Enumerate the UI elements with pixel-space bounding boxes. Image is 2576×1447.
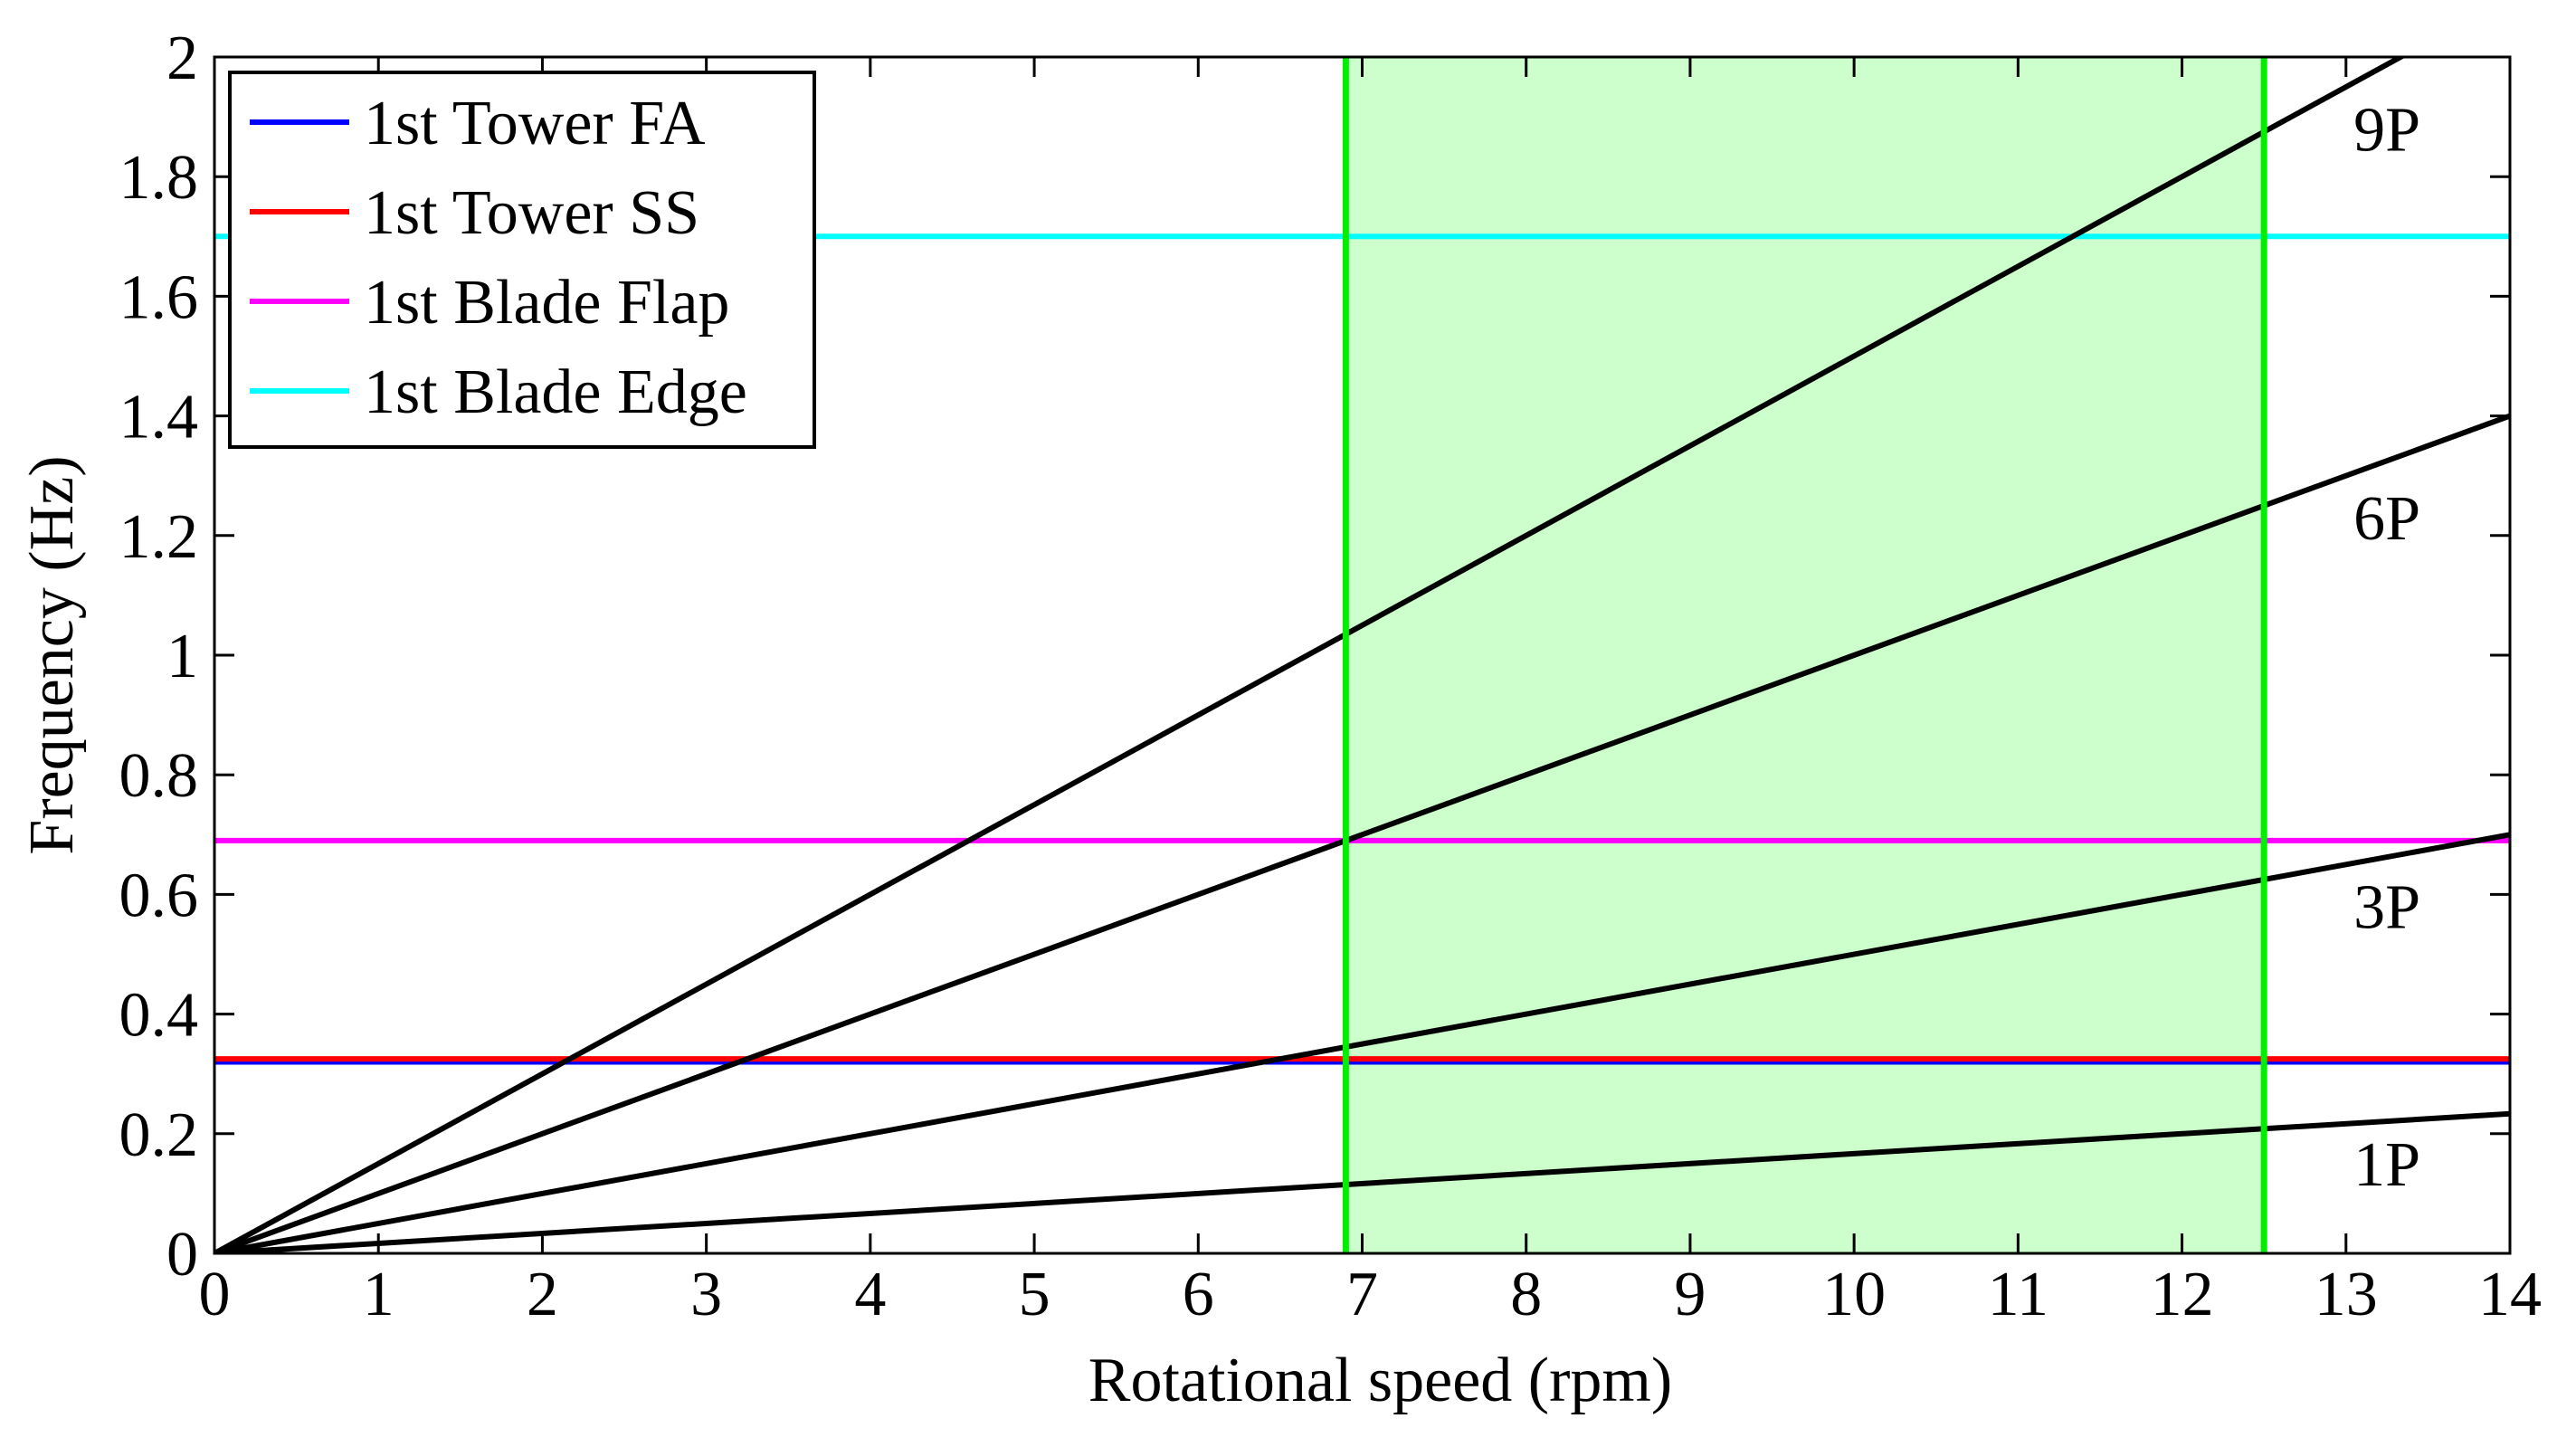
y-tick-label: 2 xyxy=(166,24,198,93)
x-tick-label: 12 xyxy=(2151,1260,2214,1329)
harmonic-line-9p xyxy=(214,57,2407,1253)
x-tick-label: 11 xyxy=(1988,1260,2048,1329)
x-tick-label: 10 xyxy=(1822,1260,1886,1329)
x-axis-label: Rotational speed (rpm) xyxy=(1088,1346,1672,1415)
harmonic-line-3p xyxy=(214,832,2510,1253)
y-tick-label: 1.4 xyxy=(119,383,199,452)
x-tick-label: 5 xyxy=(1019,1260,1050,1329)
legend-box xyxy=(228,71,816,449)
y-tick-label: 0.2 xyxy=(119,1100,199,1170)
harmonic-line-6p xyxy=(214,413,2510,1253)
x-tick-label: 3 xyxy=(690,1260,722,1329)
legend-label-1st-tower-ss: 1st Tower SS xyxy=(364,178,699,248)
x-tick-label: 14 xyxy=(2478,1260,2542,1329)
x-tick-label: 1 xyxy=(363,1260,394,1329)
x-tick-label: 6 xyxy=(1183,1260,1214,1329)
harmonic-label-3p: 3P xyxy=(2353,873,2420,943)
y-tick-label: 1 xyxy=(166,622,198,691)
harmonic-label-6p: 6P xyxy=(2353,484,2420,554)
legend-label-1st-tower-fa: 1st Tower FA xyxy=(364,89,706,158)
harmonic-label-9p: 9P xyxy=(2353,95,2420,165)
y-axis-label: Frequency (Hz) xyxy=(17,455,87,854)
y-tick-label: 0 xyxy=(166,1220,198,1290)
y-tick-label: 0.4 xyxy=(119,981,199,1051)
y-tick-label: 1.8 xyxy=(119,143,199,213)
x-tick-label: 2 xyxy=(527,1260,558,1329)
harmonic-label-1p: 1P xyxy=(2353,1130,2420,1200)
x-tick-label: 7 xyxy=(1346,1260,1378,1329)
x-tick-label: 0 xyxy=(199,1260,231,1329)
y-tick-label: 0.8 xyxy=(119,741,199,811)
x-tick-label: 8 xyxy=(1510,1260,1542,1329)
y-tick-label: 0.6 xyxy=(119,861,199,930)
legend-label-1st-blade-edge: 1st Blade Edge xyxy=(364,357,747,427)
harmonic-line-1p xyxy=(214,1110,2510,1253)
y-tick-label: 1.2 xyxy=(119,502,199,572)
operating-range-band xyxy=(1345,57,2265,1253)
x-tick-label: 13 xyxy=(2315,1260,2378,1329)
y-tick-label: 1.6 xyxy=(119,262,199,332)
x-tick-label: 9 xyxy=(1674,1260,1706,1329)
x-tick-label: 4 xyxy=(854,1260,886,1329)
legend-label-1st-blade-flap: 1st Blade Flap xyxy=(364,268,729,338)
